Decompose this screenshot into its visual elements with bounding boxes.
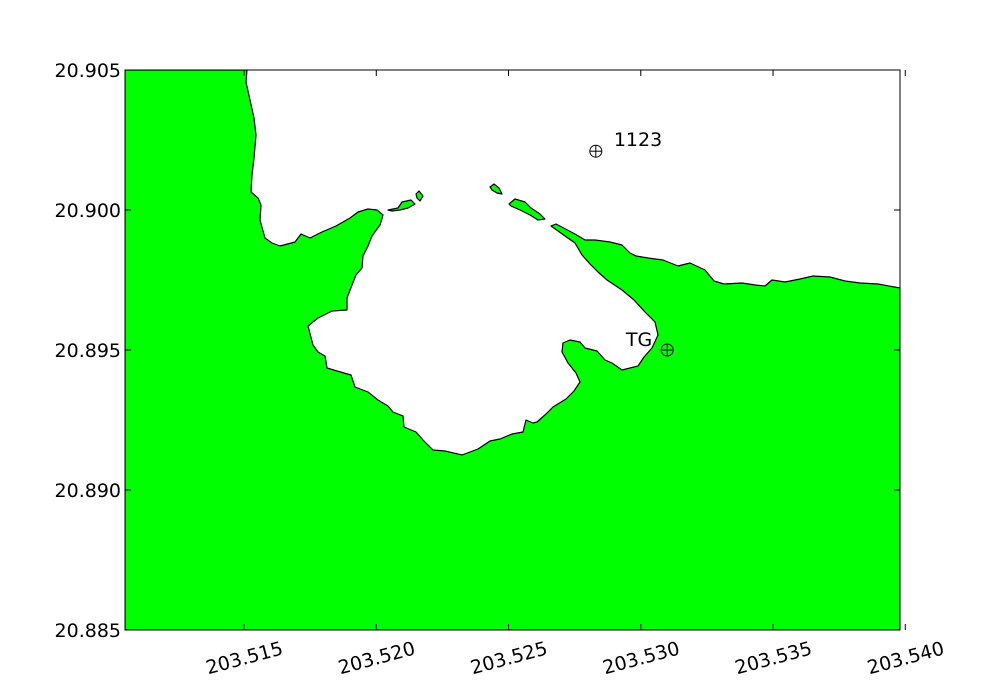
y-tick-label: 20.900 [55,200,121,222]
land-islet [387,199,416,212]
land-mainland [125,70,900,630]
x-tick-label: 203.520 [336,638,418,680]
x-tick-label: 203.530 [600,638,682,680]
marker-1123: 1123 [589,129,662,158]
land-islet [508,198,546,221]
x-tick-label: 203.525 [468,638,550,680]
land-islet [415,190,424,202]
marker-label: TG [625,329,652,351]
x-tick-label: 203.515 [204,638,286,680]
land-islet [489,183,503,195]
circle-plus-icon [660,343,674,357]
x-tick-label: 203.540 [865,638,947,680]
y-tick-label: 20.895 [55,340,121,362]
markers-layer: 1123 TG [589,129,674,357]
y-tick-label: 20.905 [55,60,121,82]
map-layer [125,70,900,630]
circle-plus-icon [589,144,603,158]
marker-tg: TG [625,329,674,357]
x-tick-label: 203.535 [733,638,815,680]
y-tick-label: 20.885 [55,620,121,642]
marker-label: 1123 [614,129,662,151]
y-tick-label: 20.890 [55,480,121,502]
